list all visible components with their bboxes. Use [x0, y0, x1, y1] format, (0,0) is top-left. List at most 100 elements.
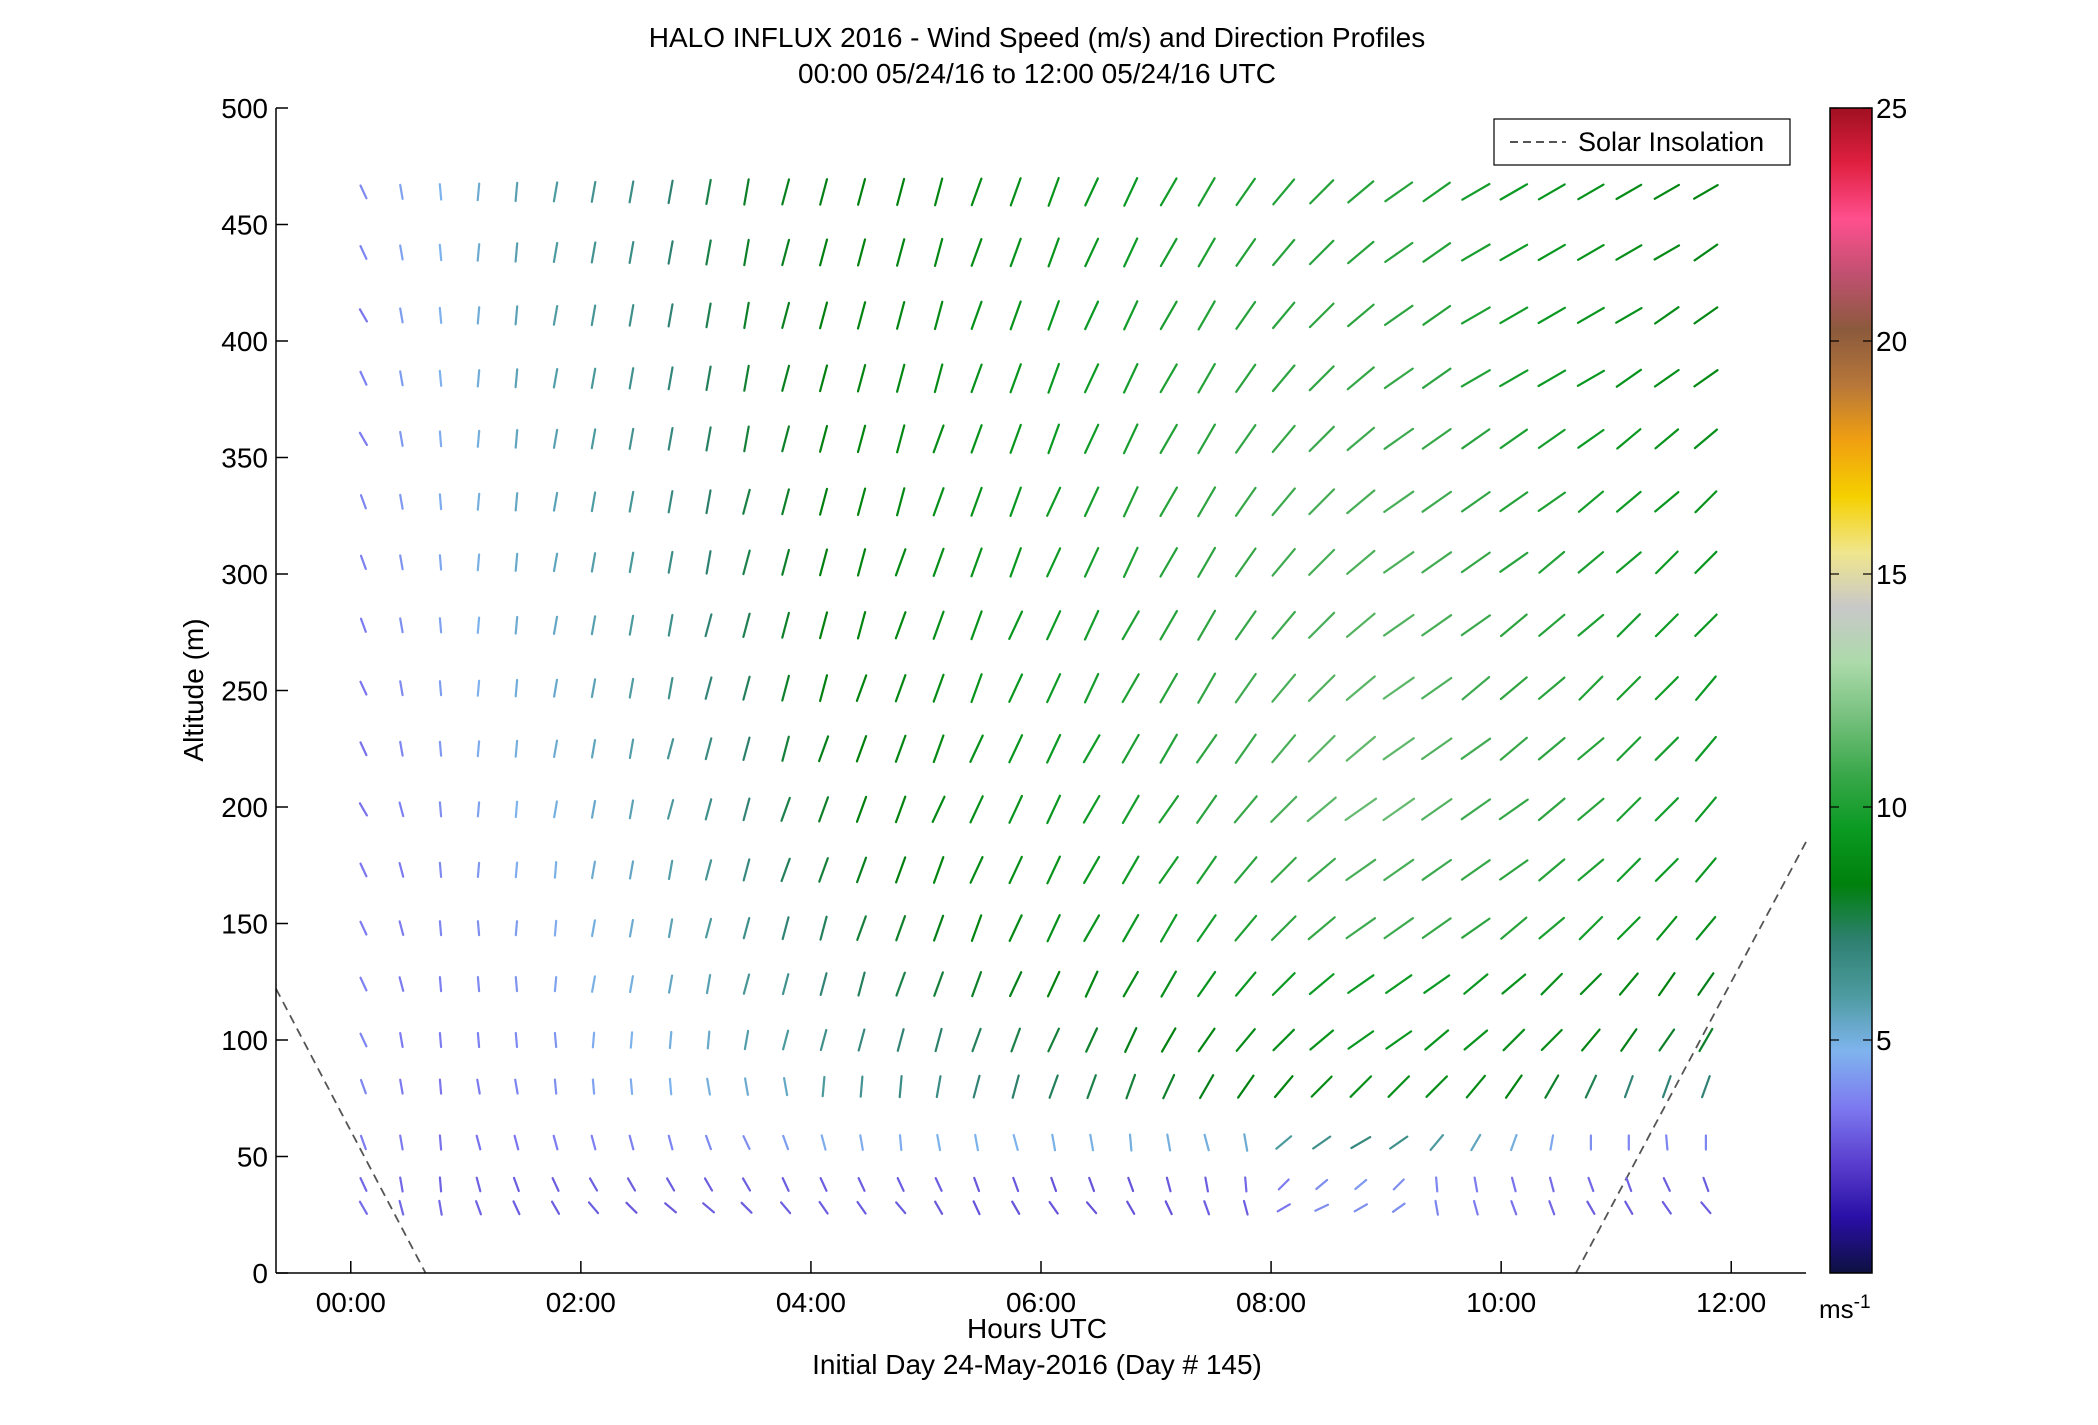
wind-arrow [1537, 428, 1566, 449]
wind-arrow [781, 238, 791, 267]
wind-arrow [628, 241, 635, 264]
wind-arrow [1383, 917, 1415, 940]
wind-arrow [1538, 613, 1566, 637]
wind-arrow [970, 547, 983, 578]
wind-arrow [1234, 856, 1258, 884]
wind-arrow [1309, 1029, 1335, 1051]
wind-arrow [705, 365, 712, 391]
wind-arrow [818, 424, 829, 453]
x-axis-label-day: Initial Day 24-May-2016 (Day # 145) [812, 1349, 1262, 1380]
wind-arrow [1695, 857, 1717, 883]
wind-arrow [438, 1199, 443, 1216]
wind-arrow [1158, 795, 1180, 824]
wind-arrow [398, 920, 405, 937]
wind-arrow [1046, 610, 1062, 641]
wind-arrow [1346, 549, 1376, 575]
wind-arrow [590, 304, 597, 327]
wind-arrow [1235, 300, 1257, 330]
x-axis-label: Hours UTC [967, 1313, 1107, 1344]
wind-arrow [438, 1031, 443, 1049]
wind-arrow [1425, 1075, 1449, 1098]
wind-arrow [742, 973, 751, 995]
wind-arrow [399, 554, 404, 571]
wind-arrow [1234, 424, 1257, 454]
wind-arrow [1461, 182, 1491, 201]
wind-arrow [819, 1028, 828, 1052]
wind-arrow [1159, 733, 1178, 764]
wind-arrow [1196, 794, 1218, 824]
wind-arrow [1499, 183, 1529, 201]
wind-arrow [781, 611, 791, 639]
wind-arrow [1460, 243, 1491, 262]
wind-arrow [1349, 1075, 1373, 1098]
wind-arrow [476, 920, 481, 937]
wind-arrow [1234, 971, 1257, 997]
wind-arrow [1046, 486, 1062, 517]
wind-arrow [590, 552, 597, 573]
wind-arrow [1236, 1074, 1255, 1099]
wind-arrow [1537, 491, 1567, 512]
colorbar-tick-label: 20 [1876, 326, 1907, 357]
wind-arrow [704, 798, 713, 821]
wind-arrow [818, 1200, 829, 1215]
wind-arrow [1083, 486, 1100, 518]
wind-arrow [1270, 795, 1298, 823]
wind-arrow [1159, 547, 1179, 578]
wind-arrow [970, 177, 983, 207]
wind-arrow [513, 1134, 520, 1151]
wind-arrow [705, 178, 712, 205]
wind-arrow [859, 1134, 864, 1151]
wind-arrow [819, 972, 828, 997]
wind-arrow [438, 183, 443, 201]
wind-arrow [702, 1202, 716, 1214]
wind-arrow [1082, 734, 1101, 764]
wind-arrow [970, 363, 983, 394]
wind-arrow [703, 1177, 714, 1192]
wind-arrow [1577, 613, 1605, 637]
wind-arrow [590, 799, 597, 819]
wind-arrow [629, 1078, 634, 1096]
wind-arrow [932, 734, 945, 764]
wind-arrow [1308, 973, 1335, 996]
wind-arrow [1654, 797, 1680, 822]
wind-arrow [1307, 734, 1336, 763]
wind-arrow [1244, 1176, 1248, 1193]
wind-arrow [1159, 237, 1178, 268]
wind-arrow [1537, 676, 1566, 700]
wind-arrow [398, 861, 405, 878]
wind-arrow [1697, 972, 1715, 996]
wind-arrow [667, 1134, 674, 1151]
wind-arrow [856, 487, 867, 517]
wind-arrow [1234, 547, 1257, 578]
wind-arrow [1576, 369, 1606, 387]
y-tick-label: 500 [221, 93, 268, 124]
wind-arrow [1540, 1028, 1563, 1052]
wind-arrow [1008, 914, 1023, 943]
wind-arrow [1623, 1074, 1634, 1099]
wind-arrow [1661, 1200, 1672, 1215]
wind-arrow [1510, 1200, 1518, 1216]
wind-arrow [706, 1077, 712, 1096]
wind-arrow [628, 490, 635, 513]
wind-arrow [1422, 304, 1452, 326]
wind-arrow [1277, 1178, 1290, 1191]
wind-arrow [590, 975, 597, 993]
wind-arrow [1499, 428, 1529, 450]
wind-arrow [1616, 916, 1641, 941]
wind-arrow [590, 367, 597, 389]
wind-arrow [1580, 1028, 1601, 1052]
wind-arrow [704, 613, 713, 638]
wind-arrow [971, 1027, 982, 1053]
wind-arrow [1122, 486, 1139, 518]
wind-arrow [1009, 547, 1022, 578]
wind-arrow [1693, 369, 1719, 388]
wind-arrow [1309, 179, 1335, 205]
wind-arrow [781, 1029, 790, 1051]
wind-arrow [818, 238, 829, 267]
wind-arrow [818, 548, 829, 577]
wind-arrow [1314, 1203, 1330, 1212]
wind-arrow [1047, 423, 1061, 455]
wind-arrow [438, 369, 443, 387]
y-ticks: 0 50 100 150 200 250 300 350 400 450 500 [221, 93, 288, 1289]
wind-arrow [704, 917, 713, 939]
